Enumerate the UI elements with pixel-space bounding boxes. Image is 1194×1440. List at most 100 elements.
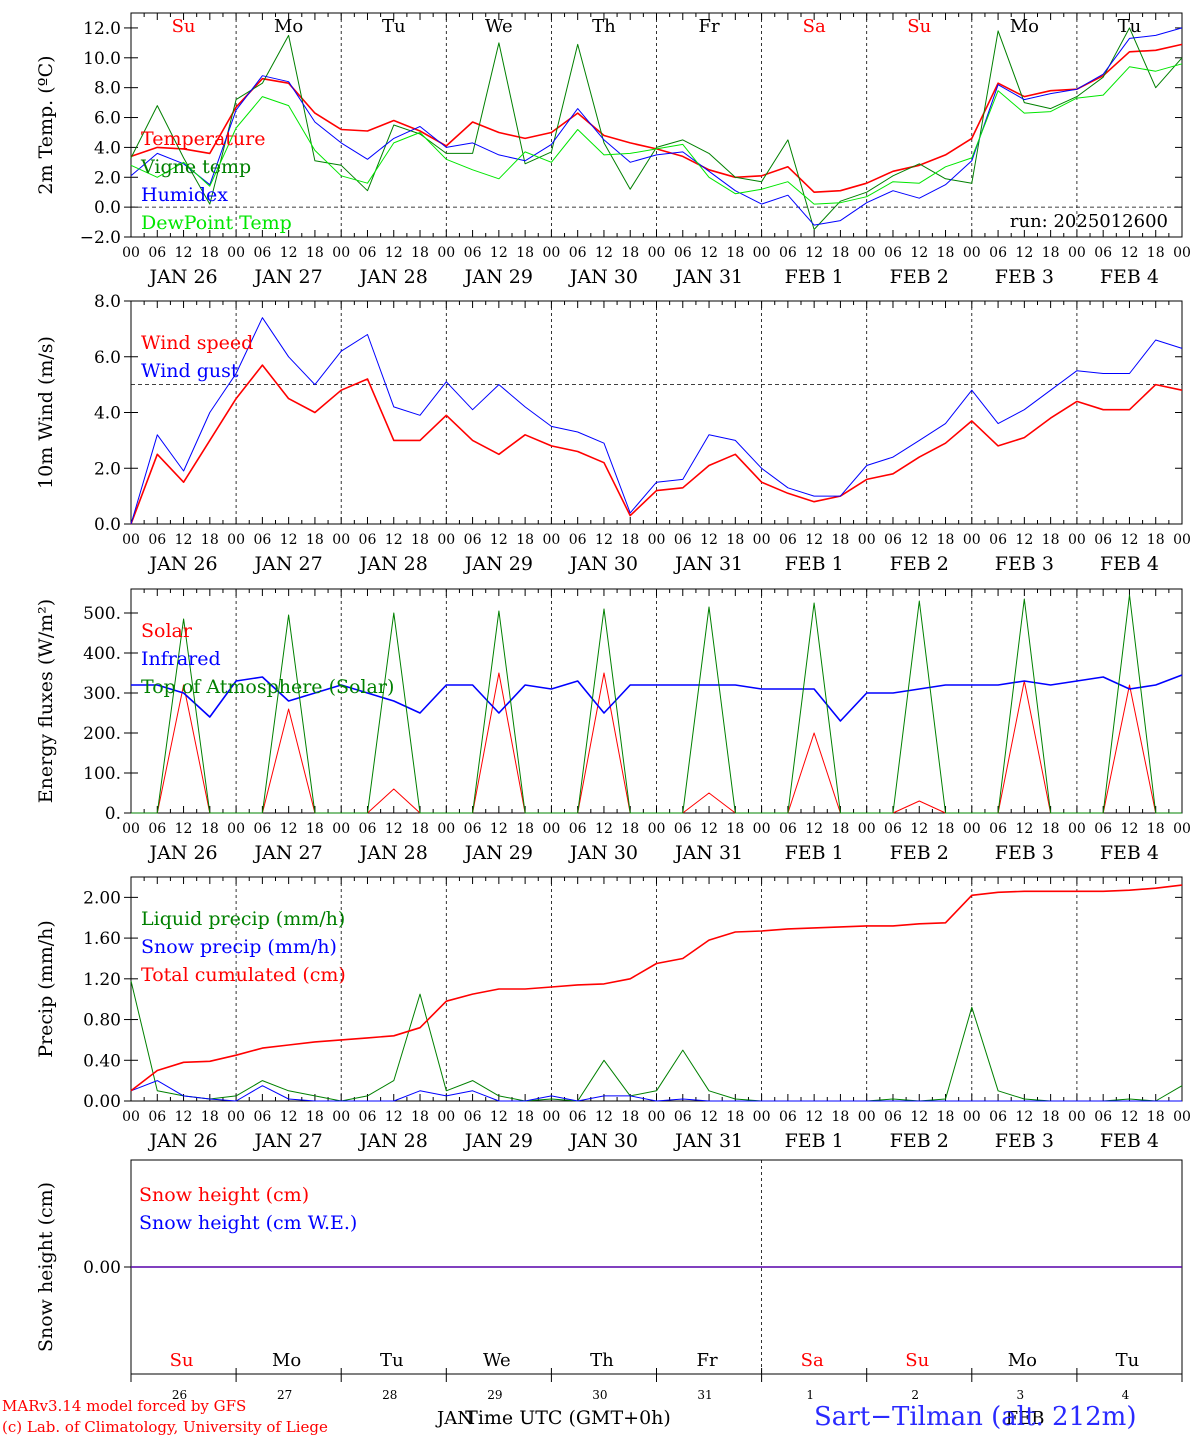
hour-label: 06 <box>148 821 166 837</box>
hour-label: 12 <box>700 245 718 261</box>
station-label: Sart−Tilman (alt. 212m) <box>814 1402 1137 1432</box>
hour-label: 12 <box>175 532 193 548</box>
y-tick-label: 6.0 <box>94 348 121 368</box>
hour-label: 18 <box>306 1109 324 1125</box>
hour-label: 18 <box>201 821 219 837</box>
y-tick-label: 100. <box>83 764 121 784</box>
y-tick-label: 300. <box>83 684 121 704</box>
hour-label: 00 <box>332 1109 350 1125</box>
day-label: FEB 4 <box>1100 1130 1159 1152</box>
y-axis-title: 2m Temp. (ºC) <box>35 55 57 194</box>
day-label: FEB 3 <box>995 842 1054 864</box>
hour-label: 18 <box>937 1109 955 1125</box>
y-tick-label: 0.80 <box>83 1011 121 1031</box>
day-label: JAN 28 <box>358 1130 428 1152</box>
day-number: 4 <box>1122 1388 1130 1402</box>
hour-label: 00 <box>542 1109 560 1125</box>
hour-label: 06 <box>148 245 166 261</box>
hour-label: 00 <box>1068 245 1086 261</box>
hour-label: 00 <box>437 1109 455 1125</box>
series-line-1 <box>130 980 1183 1102</box>
hour-label: 00 <box>1068 532 1086 548</box>
day-label: JAN 31 <box>673 553 743 575</box>
weekday-label: We <box>485 16 513 37</box>
hour-label: 12 <box>805 245 823 261</box>
hour-label: 06 <box>884 821 902 837</box>
hour-label: 00 <box>648 245 666 261</box>
hour-label: 00 <box>753 245 771 261</box>
day-label: FEB 3 <box>995 266 1054 288</box>
y-tick-label: 0. <box>105 804 121 824</box>
series-line-4 <box>130 63 1183 205</box>
hour-label: 06 <box>464 532 482 548</box>
hour-label: 06 <box>989 1109 1007 1125</box>
day-label: JAN 27 <box>253 842 323 864</box>
hour-label: 18 <box>1147 245 1165 261</box>
hour-label: 18 <box>832 1109 850 1125</box>
hour-label: 12 <box>490 532 508 548</box>
hour-label: 00 <box>1068 1109 1086 1125</box>
y-tick-label: 2.0 <box>94 459 121 479</box>
hour-label: 06 <box>779 532 797 548</box>
panel-2 <box>124 300 1183 525</box>
hour-label: 12 <box>385 821 403 837</box>
hour-label: 00 <box>227 532 245 548</box>
day-label: JAN 29 <box>463 1130 533 1152</box>
hour-label: 12 <box>385 532 403 548</box>
hour-label: 12 <box>595 245 613 261</box>
month-label: FEB <box>1006 1408 1045 1429</box>
hour-label: 18 <box>937 532 955 548</box>
hour-label: 18 <box>306 821 324 837</box>
y-tick-label: 4.0 <box>94 404 121 424</box>
hour-label: 06 <box>464 245 482 261</box>
hour-label: 06 <box>569 245 587 261</box>
y-tick-label: −2.0 <box>80 228 121 248</box>
legend-entry: Solar <box>141 620 193 642</box>
hour-label: 12 <box>490 245 508 261</box>
hour-label: 00 <box>753 532 771 548</box>
day-label: JAN 30 <box>568 553 638 575</box>
y-tick-label: 200. <box>83 724 121 744</box>
day-label: FEB 2 <box>890 1130 949 1152</box>
month-label: JAN <box>435 1408 473 1429</box>
hour-label: 06 <box>1094 532 1112 548</box>
series-line-2 <box>130 317 1183 525</box>
hour-label: 18 <box>621 532 639 548</box>
hour-label: 12 <box>175 1109 193 1125</box>
hour-label: 06 <box>989 245 1007 261</box>
hour-label: 06 <box>674 1109 692 1125</box>
day-label: FEB 1 <box>785 842 844 864</box>
day-label: FEB 4 <box>1100 553 1159 575</box>
day-label: JAN 28 <box>358 266 428 288</box>
day-label: JAN 29 <box>463 842 533 864</box>
hour-label: 00 <box>437 245 455 261</box>
hour-label: 06 <box>1094 245 1112 261</box>
hour-label: 00 <box>858 821 876 837</box>
hour-label: 00 <box>437 532 455 548</box>
weekday-label: Tu <box>380 1350 404 1371</box>
hour-label: 18 <box>516 245 534 261</box>
hour-label: 00 <box>1173 1109 1191 1125</box>
weekday-label: Th <box>590 1350 614 1371</box>
y-tick-label: 8.0 <box>94 79 121 99</box>
hour-label: 06 <box>569 532 587 548</box>
hour-label: 12 <box>910 532 928 548</box>
weekday-label: Mo <box>272 1350 301 1371</box>
hour-label: 00 <box>122 532 140 548</box>
hour-label: 06 <box>779 821 797 837</box>
hour-label: 00 <box>858 245 876 261</box>
credit-line-2: (c) Lab. of Climatology, University of L… <box>2 1418 328 1436</box>
day-number: 1 <box>806 1388 814 1402</box>
hour-label: 18 <box>621 821 639 837</box>
hour-label: 00 <box>437 821 455 837</box>
y-tick-label: 2.0 <box>94 168 121 188</box>
day-label: JAN 26 <box>147 266 217 288</box>
panel-3 <box>124 588 1183 814</box>
legend-entry: Vigne temp <box>140 156 251 178</box>
hour-label: 12 <box>1121 245 1139 261</box>
hour-label: 12 <box>910 245 928 261</box>
day-number: 28 <box>382 1388 397 1402</box>
y-tick-label: 8.0 <box>94 292 121 312</box>
hour-label: 18 <box>201 245 219 261</box>
hour-label: 00 <box>963 245 981 261</box>
